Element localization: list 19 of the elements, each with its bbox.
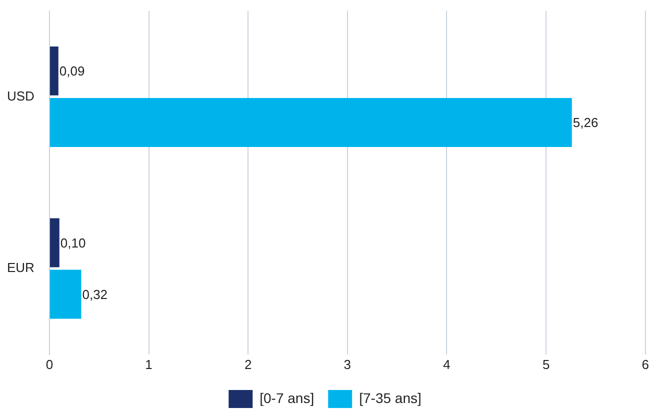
legend-label: [7-35 ans] [359,390,422,406]
x-tick-label: 1 [145,356,152,372]
data-label: 5,26 [572,115,598,130]
data-label: 0,32 [82,286,108,302]
x-tick-label: 2 [244,356,252,372]
bar [50,46,58,96]
x-tick-label: 5 [542,356,550,372]
bar [50,270,82,319]
x-tick-label: 3 [344,356,352,372]
y-tick-label: EUR [6,260,34,276]
legend-label: [0-7 ans] [260,390,314,406]
x-tick-label: 4 [443,356,450,372]
y-tick-label: USD [6,88,34,104]
data-label: 0,10 [60,235,86,250]
data-label: 0,09 [59,64,85,79]
x-tick-label: 6 [642,356,649,372]
x-tick-label: 0 [46,356,54,372]
bar [50,218,60,268]
bar [50,98,572,147]
